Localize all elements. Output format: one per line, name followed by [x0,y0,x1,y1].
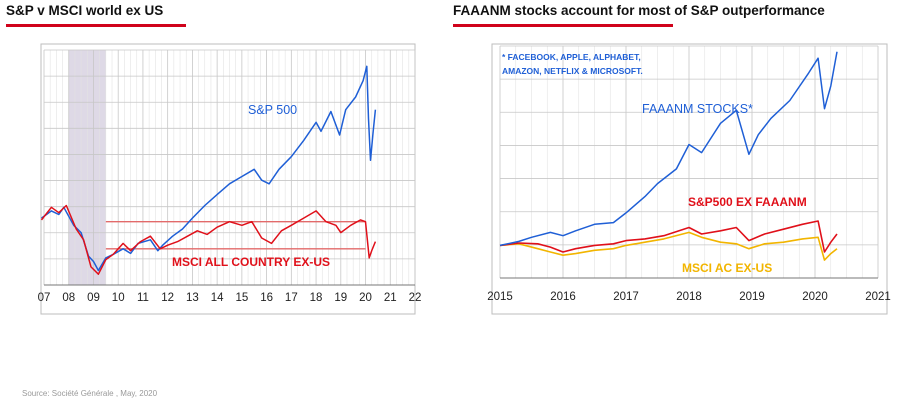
right-x-tick-label: 2021 [865,291,891,303]
left-series-label-msci: MSCI ALL COUNTRY EX-US [172,255,330,269]
right-series-sp500-ex-faaanm-line [499,220,838,253]
left-series-sp500-line [41,65,377,272]
left-x-tick-label: 12 [161,292,174,304]
right-series-label-msci-ac: MSCI AC EX-US [682,261,772,275]
left-x-tick-label: 15 [235,292,248,304]
right-chart: 2015 2016 2017 2018 2019 2020 2021 * FACEBOOK, … [487,43,891,315]
right-x-tick-label: 2018 [676,291,702,303]
source-note: Source: Société Générale , May, 2020 [22,389,158,398]
left-x-tick-label: 17 [285,292,298,304]
left-chart-title: S&P v MSCI world ex US [6,3,164,18]
left-series-label-sp500: S&P 500 [248,103,297,117]
left-x-tick-label: 14 [211,292,224,304]
left-x-tick-label: 18 [310,292,323,304]
left-x-tick-label: 07 [38,292,51,304]
right-x-tick-label: 2016 [550,291,576,303]
left-x-tick-label: 20 [359,292,372,304]
left-title-underline [6,24,186,27]
right-chart-title: FAAANM stocks account for most of S&P ou… [453,3,825,18]
left-x-tick-label: 08 [62,292,75,304]
right-series-label-sp500-ex: S&P500 EX FAAANM [688,195,807,209]
left-x-tick-label: 09 [87,292,100,304]
right-x-tick-label: 2015 [487,291,513,303]
left-x-tick-label: 16 [260,292,273,304]
left-chart: 07 08 09 10 11 12 13 14 15 16 17 18 19 20 21 22 S&P 500 M… [38,43,422,315]
left-x-tick-label: 19 [334,292,347,304]
left-x-tick-label: 21 [384,292,397,304]
left-x-tick-label: 11 [137,292,149,304]
right-x-tick-label: 2019 [739,291,765,303]
right-annotation-line-2: AMAZON, NETFLIX & MICROSOFT. [502,66,643,76]
left-series-msci-line [40,204,377,275]
right-x-tick-label: 2020 [802,291,828,303]
right-annotation-line-1: * FACEBOOK, APPLE, ALPHABET, [502,52,641,62]
right-series-msci-ac-line [499,231,838,261]
left-x-tick-label: 13 [186,292,199,304]
right-series-label-faaanm: FAAANM STOCKS* [642,102,753,116]
right-chart-frame [491,43,888,315]
left-x-tick-label: 10 [112,292,125,304]
left-x-tick-label: 22 [409,292,422,304]
right-series-faaanm-line [499,51,838,247]
right-x-tick-label: 2017 [613,291,639,303]
right-title-underline [453,24,673,27]
